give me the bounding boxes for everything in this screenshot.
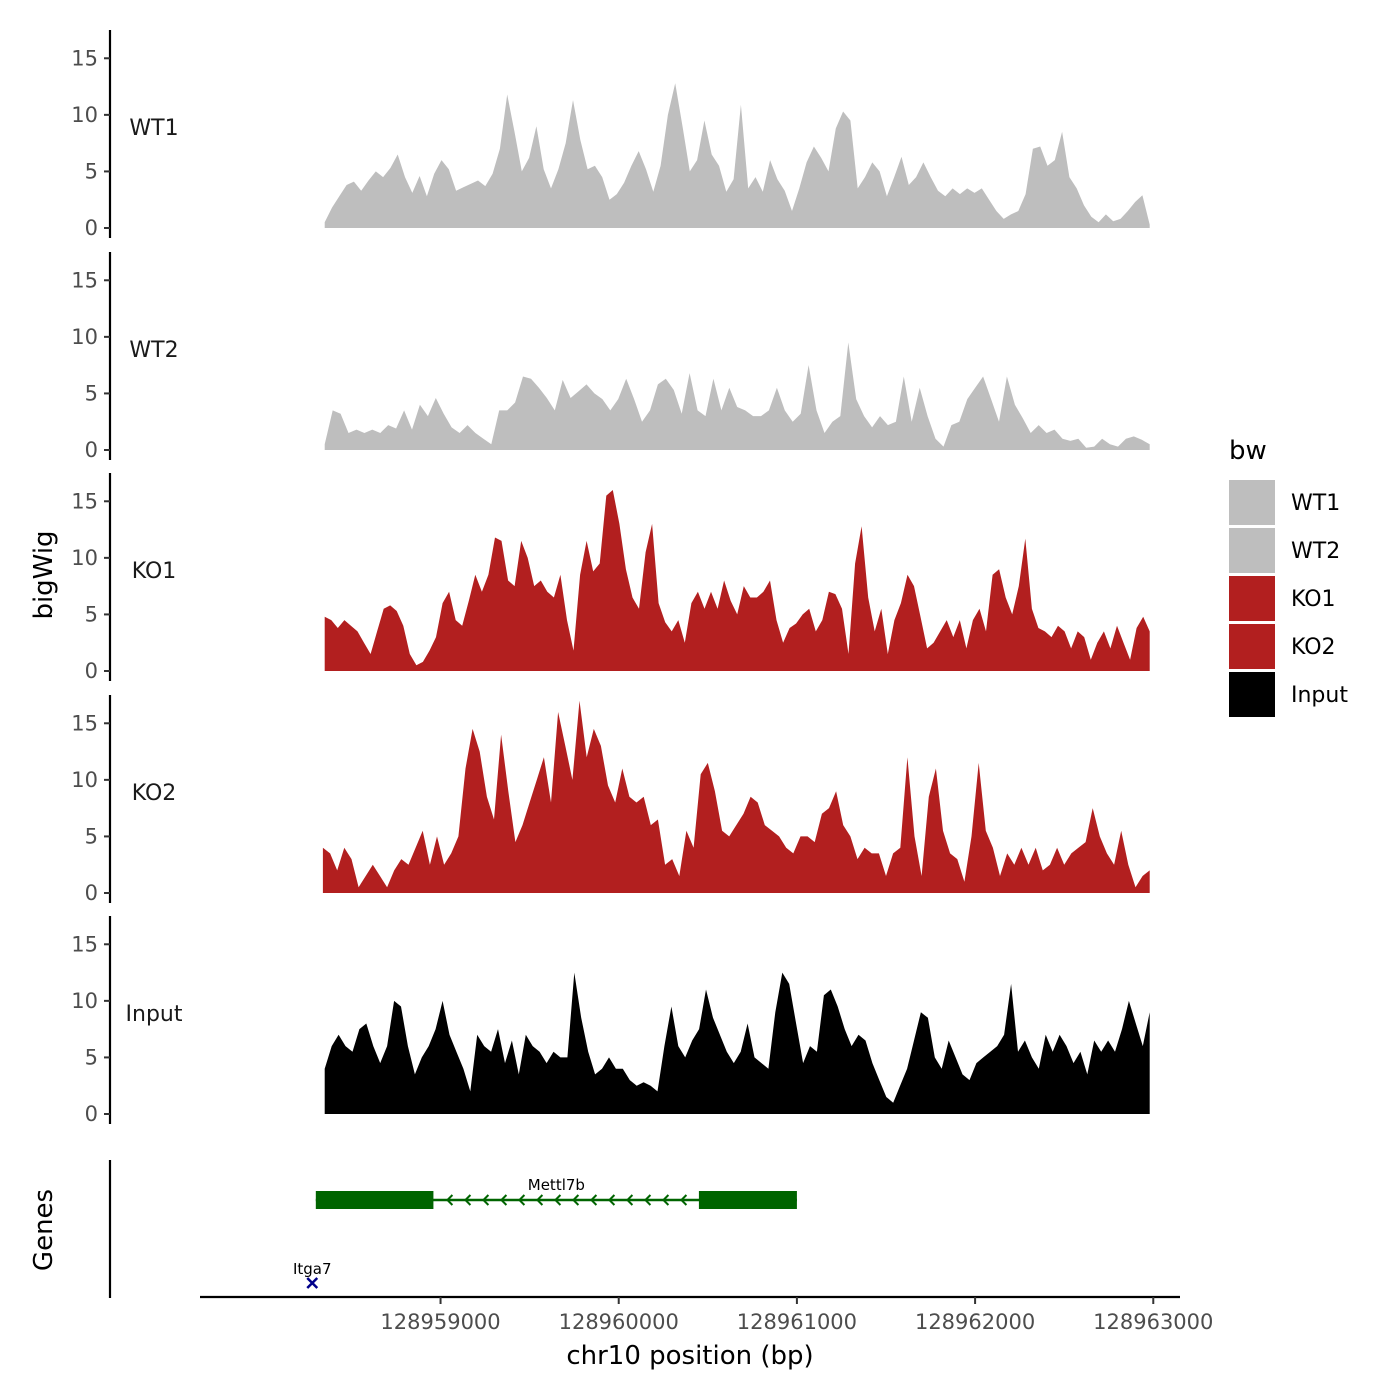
gene-label-mettl7b: Mettl7b [528,1176,585,1194]
strand-arrow [572,1194,580,1206]
strand-arrow [482,1194,490,1206]
legend-swatch-input [1229,672,1275,717]
legend-title: bw [1229,436,1267,466]
track-label: WT2 [129,338,178,363]
x-axis: 128959000 128960000 128961000 128962000 1289… [200,1295,1213,1334]
y-tick-label: 15 [71,489,98,513]
strand-arrow [500,1194,508,1206]
y-tick-label: 15 [71,932,98,956]
strand-arrow [644,1194,652,1206]
x-tick-label: 128961000 [737,1310,857,1334]
area-input [324,972,1150,1114]
panel-ko1: 0 5 10 15 KO1 [71,473,1150,683]
track-label: Input [126,1002,183,1027]
y-tick-label: 10 [71,325,98,349]
y-tick-label: 5 [85,159,98,183]
area-wt2 [324,342,1150,450]
track-label: WT1 [129,116,178,141]
y-tick-label: 0 [85,881,98,905]
y-tick-label: 15 [71,268,98,292]
gene-label-itga7: Itga7 [293,1260,332,1278]
area-wt1 [324,83,1150,228]
y-tick-label: 5 [85,602,98,626]
y-tick-label: 0 [85,216,98,240]
legend-swatch-ko1 [1229,576,1275,621]
area-ko2 [322,700,1150,893]
legend-swatch-wt2 [1229,528,1275,573]
legend-label-ko2: KO2 [1291,635,1336,660]
x-axis-title: chr10 position (bp) [566,1341,813,1371]
gene-track: Mettl7b Itga7 [108,1160,797,1298]
track-panels: 0 5 10 15 WT1 0 5 10 15 WT2 0 5 10 15 KO1 0 5 10 15 KO2 0 5 10… [71,30,1150,1126]
strand-arrow [590,1194,598,1206]
y-tick-label: 5 [85,381,98,405]
strand-arrow [446,1194,454,1206]
strand-arrow [626,1194,634,1206]
area-ko1 [324,490,1150,671]
genes-track-title: Genes [29,1189,59,1271]
panel-wt2: 0 5 10 15 WT2 [71,252,1150,462]
strand-arrow [518,1194,526,1206]
y-tick-label: 10 [71,989,98,1013]
strand-arrow [608,1194,616,1206]
x-tick-label: 128959000 [380,1310,500,1334]
y-tick-label: 15 [71,46,98,70]
track-label: KO1 [132,559,177,584]
y-tick-label: 5 [85,1045,98,1069]
strand-arrow [536,1194,544,1206]
y-tick-label: 0 [85,1102,98,1126]
legend-label-wt1: WT1 [1291,491,1340,516]
y-tick-label: 15 [71,711,98,735]
strand-arrow [662,1194,670,1206]
track-label: KO2 [132,781,177,806]
y-tick-label: 0 [85,438,98,462]
x-tick-label: 128962000 [915,1310,1035,1334]
x-tick-label: 128960000 [559,1310,679,1334]
legend-label-wt2: WT2 [1291,539,1340,564]
exon-mettl7b [315,1191,434,1209]
x-tick-label: 128963000 [1093,1310,1213,1334]
y-tick-label: 5 [85,824,98,848]
strand-arrow [680,1194,688,1206]
gene-marker-itga7 [306,1277,319,1289]
y-axis-title: bigWig [29,530,59,619]
panel-input: 0 5 10 15 Input [71,916,1150,1126]
y-tick-label: 10 [71,103,98,127]
y-tick-label: 10 [71,768,98,792]
exon-mettl7b [698,1191,797,1209]
panel-wt1: 0 5 10 15 WT1 [71,30,1150,240]
legend-swatch-ko2 [1229,624,1275,669]
strand-arrow [464,1194,472,1206]
legend-label-ko1: KO1 [1291,587,1336,612]
y-tick-label: 0 [85,659,98,683]
panel-ko2: 0 5 10 15 KO2 [71,695,1150,905]
legend: bw WT1 WT2 KO1 KO2 Input [1229,436,1348,717]
legend-swatch-wt1 [1229,480,1275,525]
strand-arrow [554,1194,562,1206]
y-tick-label: 10 [71,546,98,570]
legend-label-input: Input [1291,683,1348,708]
